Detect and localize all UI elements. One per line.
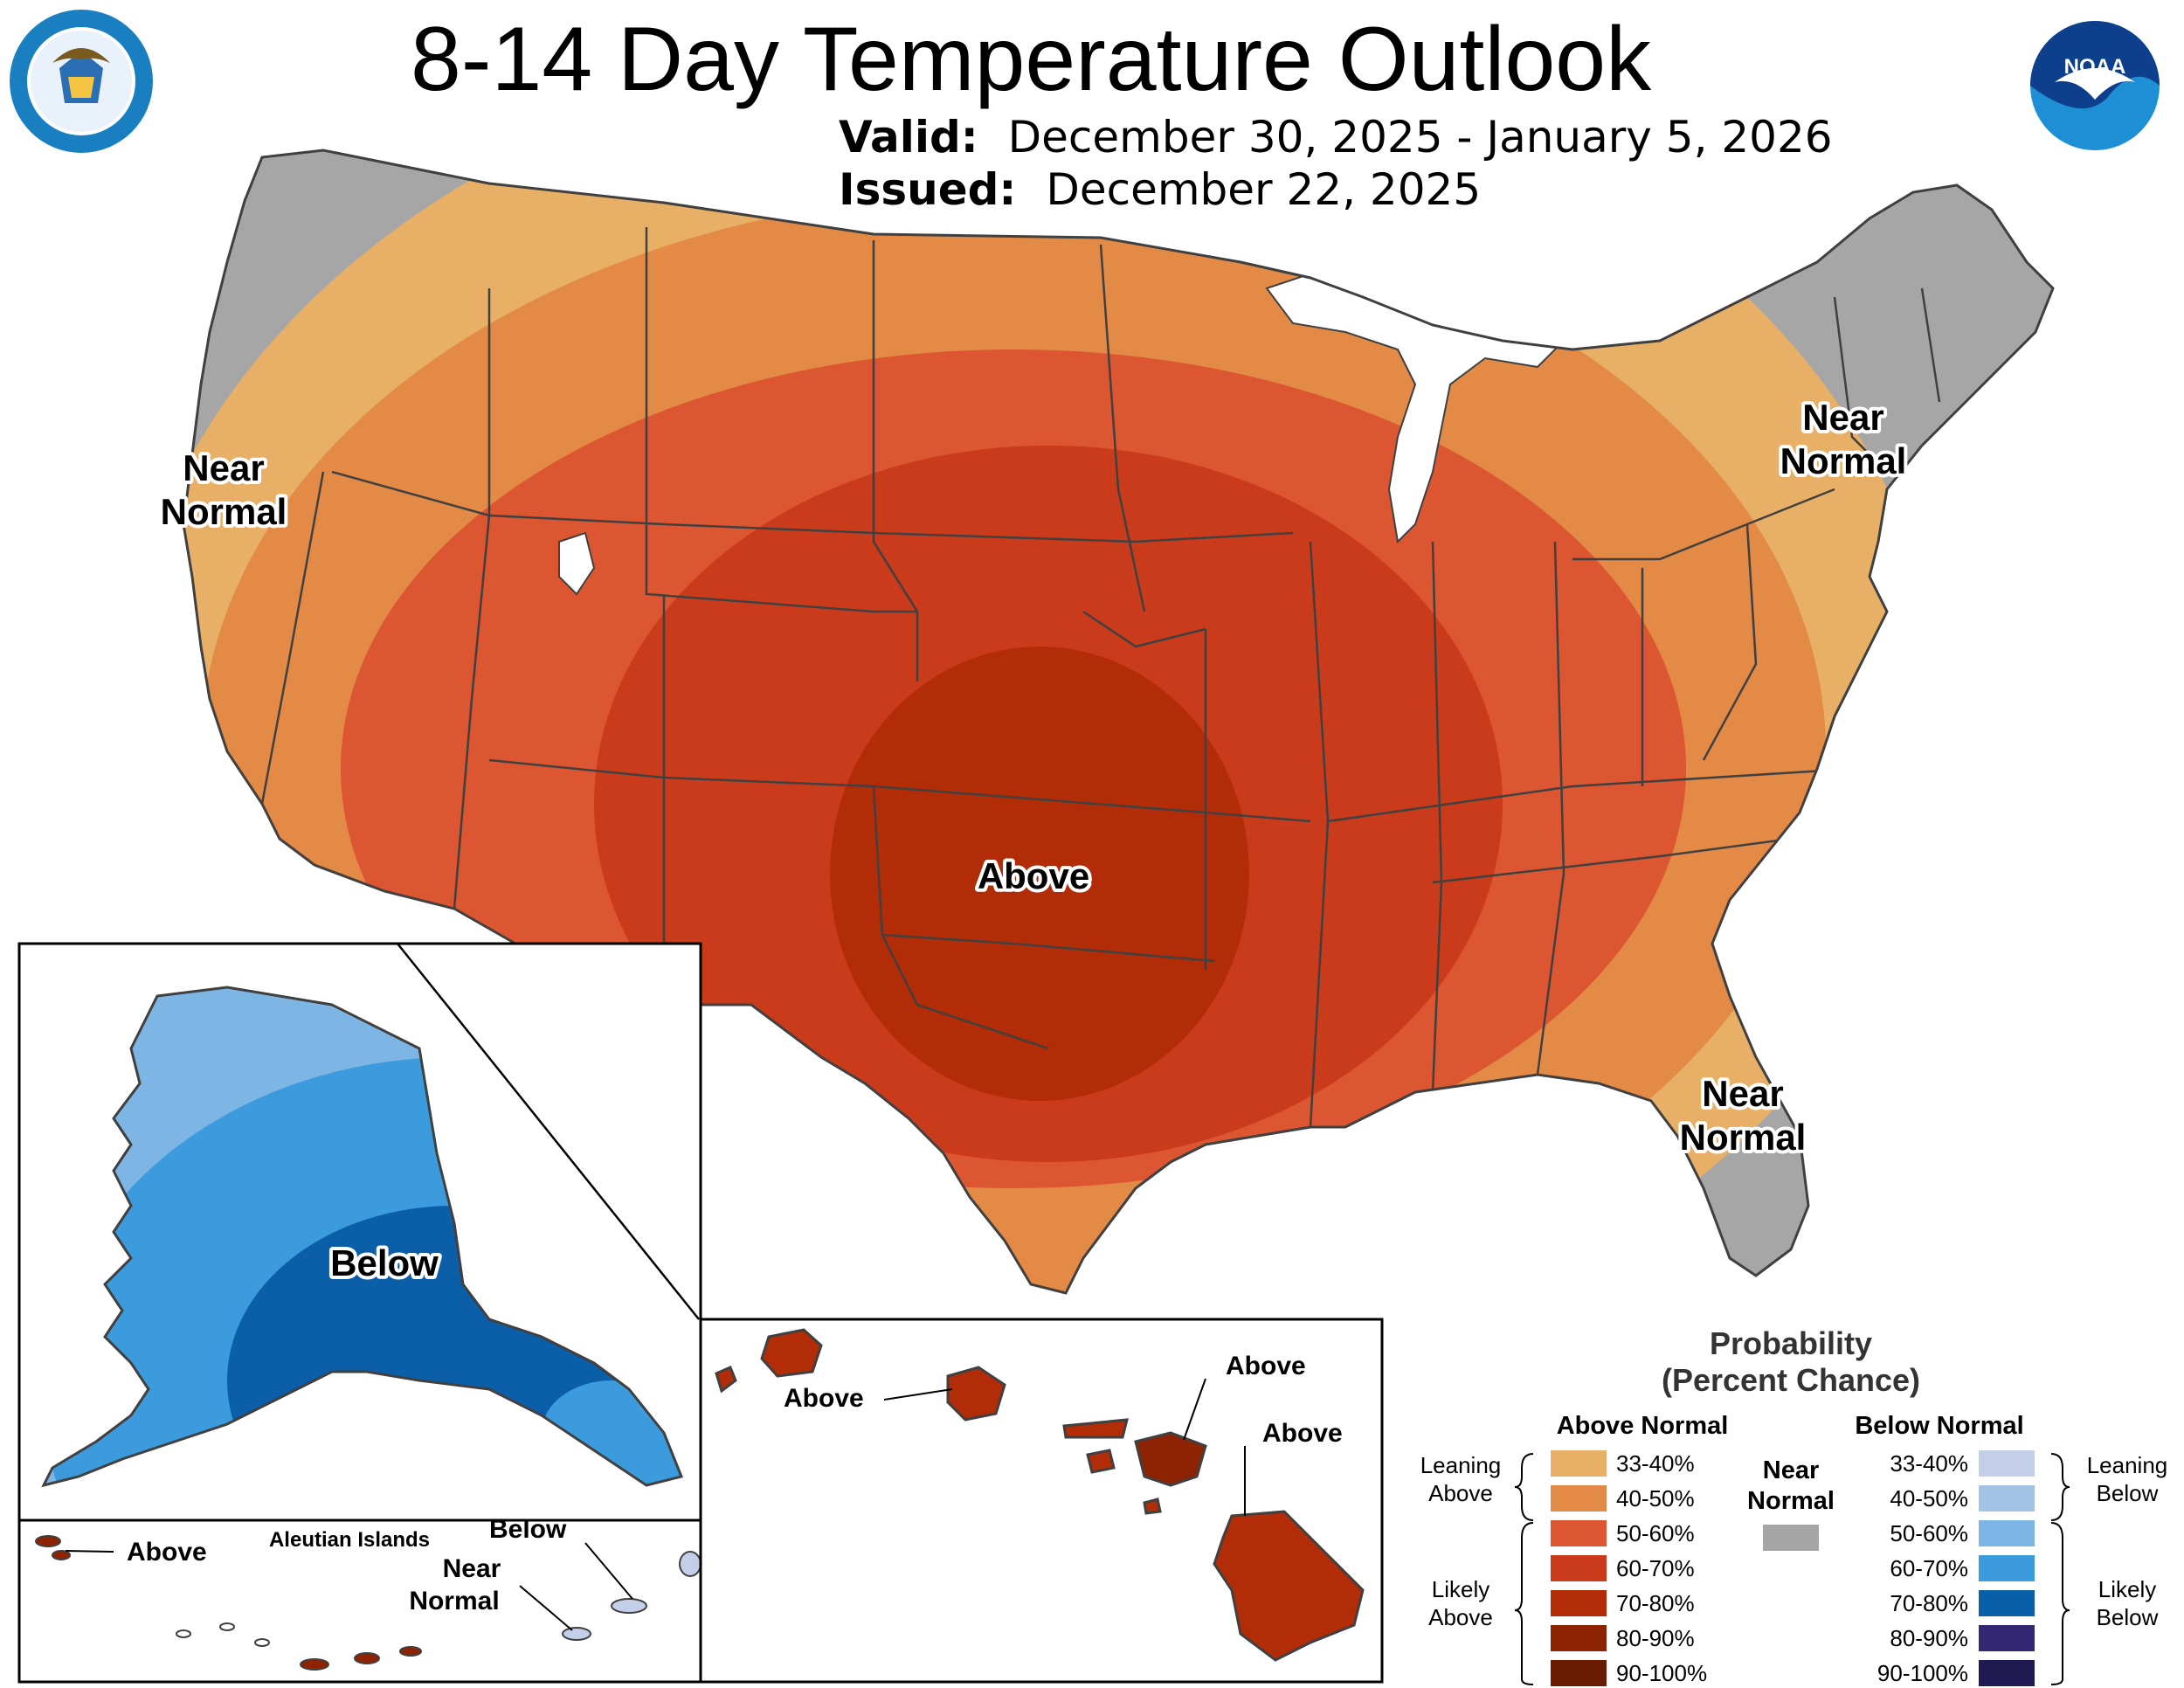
legend-above-bin-swatch-3 xyxy=(1551,1555,1607,1581)
east-near-normal-label-line1: Near xyxy=(1802,397,1883,438)
legend-above-bin-swatch-2 xyxy=(1551,1520,1607,1546)
issued-date-line: Issued: December 22, 2025 xyxy=(839,164,1481,215)
legend-below-bin-swatch-1 xyxy=(1979,1485,2035,1512)
legend-likely-below-brace xyxy=(2050,1522,2070,1685)
legend-below-bin-label-2: 50-60% xyxy=(1890,1520,1968,1546)
florida-near-normal-label-line1: Near xyxy=(1702,1073,1783,1114)
legend-above-bin-swatch-1 xyxy=(1551,1485,1607,1512)
hawaii-above-pointer-oahu xyxy=(883,1388,953,1401)
aleutian-above-label: Above xyxy=(127,1538,207,1567)
molokai-island xyxy=(1062,1418,1129,1439)
legend-likely-above-line1: Likely xyxy=(1432,1576,1489,1602)
legend-below-bins: 33-40% 40-50% 50-60% 60-70% 70-80% 80-90% 90-1… xyxy=(1877,1450,2035,1686)
legend-above-bins: 33-40% 40-50% 50-60% 60-70% 70-80% 80-90% 90-1… xyxy=(1551,1450,1707,1686)
legend-leaning-below-line2: Below xyxy=(2097,1480,2159,1506)
aleutian-near-label-line2: Normal xyxy=(409,1587,499,1615)
legend-near-header-line1: Near xyxy=(1763,1456,1820,1484)
oahu-island xyxy=(946,1366,1006,1422)
legend-below-bin-swatch-2 xyxy=(1979,1520,2035,1546)
west-near-normal-label-line2: Normal xyxy=(161,491,287,532)
aleutian-above-pointer xyxy=(65,1550,114,1553)
east-near-normal-label-line2: Normal xyxy=(1780,440,1907,481)
hawaii-above-label-oahu: Above xyxy=(784,1384,864,1413)
lanai-island xyxy=(1086,1449,1116,1474)
niihau-island xyxy=(715,1366,737,1394)
above-70-80-region xyxy=(830,647,1249,1101)
hawaii-above-label-maui: Above xyxy=(1226,1352,1306,1380)
state-borders xyxy=(260,227,1941,1128)
noaa-wordmark: NOAA xyxy=(2064,55,2126,79)
legend-above-bin-swatch-0 xyxy=(1551,1450,1607,1477)
legend-above-bin-label-0: 33-40% xyxy=(1616,1450,1695,1477)
florida-near-normal-label-line2: Normal xyxy=(1680,1117,1807,1158)
legend-above-bin-label-2: 50-60% xyxy=(1616,1520,1695,1546)
aleutian-near-label-line1: Near xyxy=(443,1554,501,1583)
commerce-seal-logo xyxy=(10,10,153,153)
alaska-inset-connector xyxy=(397,943,700,1320)
legend-likely-above-line2: Above xyxy=(1428,1604,1493,1630)
legend-above-bin-label-5: 80-90% xyxy=(1616,1625,1695,1651)
issued-label: Issued: xyxy=(839,164,1017,215)
legend-leaning-below-line1: Leaning xyxy=(2087,1452,2168,1478)
legend-below-bin-label-3: 60-70% xyxy=(1890,1555,1968,1581)
aleutian-near-pointer xyxy=(519,1585,573,1631)
kauai-island xyxy=(760,1328,823,1378)
hawaii-islands xyxy=(715,1328,1365,1662)
legend: Probability (Percent Chance) Above Norma… xyxy=(1420,1325,2168,1686)
legend-below-bin-swatch-3 xyxy=(1979,1555,2035,1581)
legend-below-bin-label-4: 70-80% xyxy=(1890,1590,1968,1616)
legend-above-bin-swatch-5 xyxy=(1551,1625,1607,1651)
legend-above-bin-label-1: 40-50% xyxy=(1616,1485,1695,1512)
legend-leaning-above-brace xyxy=(1514,1453,1534,1521)
aleutian-islands-title: Aleutian Islands xyxy=(269,1528,430,1552)
legend-above-bin-label-3: 60-70% xyxy=(1616,1555,1695,1581)
valid-dates-line: Valid: December 30, 2025 - January 5, 20… xyxy=(839,112,1833,163)
legend-below-bin-label-0: 33-40% xyxy=(1890,1450,1968,1477)
legend-leaning-below-brace xyxy=(2050,1453,2070,1521)
legend-near-header-line2: Normal xyxy=(1747,1487,1835,1515)
legend-leaning-above-line1: Leaning xyxy=(1420,1452,1502,1478)
legend-below-bin-label-6: 90-100% xyxy=(1877,1660,1968,1686)
legend-near-swatch xyxy=(1763,1525,1819,1551)
valid-label: Valid: xyxy=(839,112,978,163)
legend-likely-below-line1: Likely xyxy=(2098,1576,2156,1602)
hawaii-big-island xyxy=(1213,1510,1365,1662)
aleutian-islands-shapes xyxy=(35,1535,702,1671)
aleutian-below-label: Below xyxy=(489,1515,567,1544)
legend-title-line1: Probability xyxy=(1710,1325,1872,1361)
issued-date: December 22, 2025 xyxy=(1046,164,1482,215)
alaska-below-label: Below xyxy=(330,1242,439,1283)
legend-below-bin-swatch-0 xyxy=(1979,1450,2035,1477)
maui-island xyxy=(1134,1431,1207,1487)
hawaii-above-pointer-maui xyxy=(1183,1378,1206,1441)
legend-below-header: Below Normal xyxy=(1855,1412,2023,1440)
legend-below-bin-swatch-4 xyxy=(1979,1590,2035,1616)
kahoolawe-island xyxy=(1143,1498,1162,1515)
legend-above-bin-swatch-6 xyxy=(1551,1660,1607,1686)
legend-above-header: Above Normal xyxy=(1557,1412,1729,1440)
legend-likely-below-line2: Below xyxy=(2097,1604,2159,1630)
legend-title-line2: (Percent Chance) xyxy=(1662,1362,1920,1398)
legend-likely-above-brace xyxy=(1514,1522,1534,1685)
legend-above-bin-label-6: 90-100% xyxy=(1616,1660,1707,1686)
noaa-logo: NOAA xyxy=(2030,21,2160,150)
legend-leaning-above-line2: Above xyxy=(1428,1480,1493,1506)
legend-above-bin-swatch-4 xyxy=(1551,1590,1607,1616)
legend-above-bin-label-4: 70-80% xyxy=(1616,1590,1695,1616)
legend-below-bin-label-1: 40-50% xyxy=(1890,1485,1968,1512)
west-near-normal-label-line1: Near xyxy=(183,447,264,488)
legend-below-bin-swatch-5 xyxy=(1979,1625,2035,1651)
valid-dates: December 30, 2025 - January 5, 2026 xyxy=(1007,112,1833,163)
map-title: 8-14 Day Temperature Outlook xyxy=(411,9,1652,110)
central-above-label: Above xyxy=(978,855,1089,896)
legend-below-bin-swatch-6 xyxy=(1979,1660,2035,1686)
hawaii-above-label-big-island: Above xyxy=(1262,1419,1343,1448)
aleutian-below-pointer xyxy=(584,1542,633,1600)
legend-below-bin-label-5: 80-90% xyxy=(1890,1625,1968,1651)
great-salt-lake xyxy=(558,531,596,596)
